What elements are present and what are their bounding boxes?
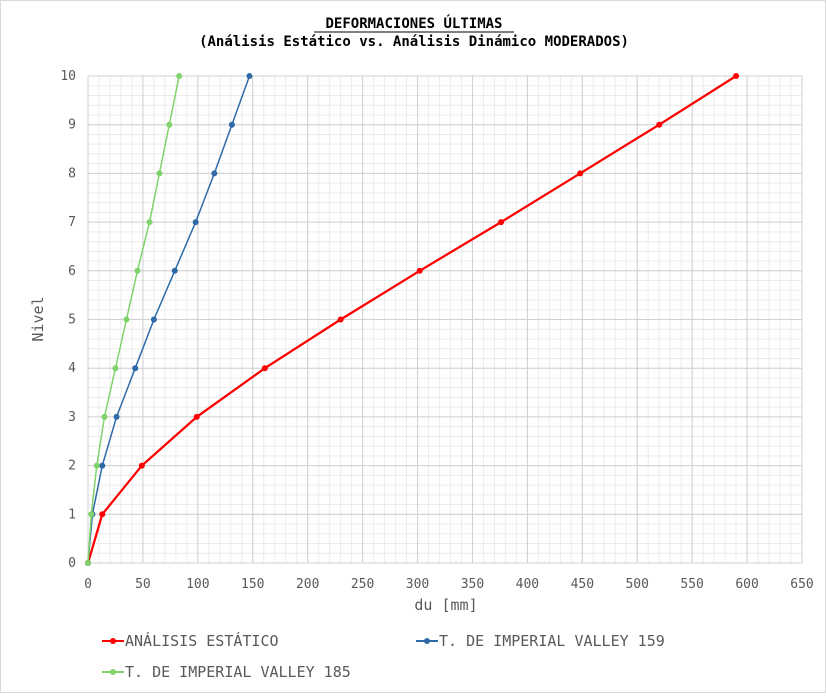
data-point (113, 413, 120, 420)
x-tick-label: 600 (735, 577, 758, 592)
data-point (88, 511, 95, 518)
legend-item-1: ANÁLISIS ESTÁTICO (102, 631, 279, 650)
data-point (171, 267, 178, 274)
x-tick-label: 550 (680, 577, 703, 592)
y-tick-label: 1 (68, 507, 76, 522)
chart-title: DEFORMACIONES ÚLTIMAS (325, 14, 502, 32)
data-point (138, 462, 145, 469)
y-tick-label: 10 (60, 69, 76, 84)
data-point (132, 365, 139, 372)
x-axis-label: du [mm] (414, 596, 477, 614)
legend-item-3: T. DE IMPERIAL VALLEY 185 (102, 663, 351, 681)
x-tick-label: 650 (790, 577, 813, 592)
series-2 (85, 73, 253, 566)
y-tick-label: 9 (68, 118, 76, 133)
x-tick-labels: 0 50 100 150 200 250 300 350 400 450 500 550 600 650 (84, 577, 814, 592)
x-tick-label: 0 (84, 577, 92, 592)
legend-item-2: T. DE IMPERIAL VALLEY 159 (416, 632, 665, 650)
x-tick-label: 250 (351, 577, 374, 592)
data-point (246, 73, 253, 79)
x-tick-label: 150 (241, 577, 264, 592)
data-point (156, 170, 163, 177)
x-tick-label: 50 (135, 577, 151, 592)
data-point (192, 219, 199, 226)
y-tick-label: 8 (68, 166, 76, 181)
data-point (150, 316, 157, 323)
x-tick-label: 300 (406, 577, 429, 592)
y-tick-label: 7 (68, 215, 76, 230)
data-point (93, 462, 100, 469)
y-tick-labels: 0 1 2 3 4 5 6 7 8 9 10 (60, 69, 76, 571)
data-point (656, 121, 663, 128)
series-3 (85, 73, 183, 566)
y-tick-label: 5 (68, 313, 76, 328)
x-tick-label: 350 (461, 577, 484, 592)
data-point (193, 413, 200, 420)
data-point (166, 121, 173, 128)
data-point (211, 170, 218, 177)
data-point (261, 365, 268, 372)
chart-subtitle: (Análisis Estático vs. Análisis Dinámico… (199, 34, 629, 50)
legend-label: T. DE IMPERIAL VALLEY 185 (125, 663, 351, 681)
x-tick-label: 500 (625, 577, 648, 592)
y-tick-label: 4 (68, 361, 76, 376)
grid-major (87, 75, 803, 564)
data-point (416, 267, 423, 274)
legend-label: T. DE IMPERIAL VALLEY 159 (439, 632, 665, 650)
series-1 (85, 73, 740, 566)
data-point (176, 73, 183, 79)
data-point (101, 413, 108, 420)
y-axis-label: Nivel (29, 296, 47, 341)
x-tick-label: 200 (296, 577, 319, 592)
data-point (146, 219, 153, 226)
data-point (123, 316, 130, 323)
data-point (577, 170, 584, 177)
data-point (733, 73, 740, 79)
y-tick-label: 0 (68, 556, 76, 571)
legend-swatch-marker (424, 638, 430, 644)
data-point (99, 462, 106, 469)
legend: ANÁLISIS ESTÁTICO T. DE IMPERIAL VALLEY 1… (102, 631, 665, 681)
legend-swatch-marker (110, 669, 116, 675)
data-point (112, 365, 119, 372)
data-point (228, 121, 235, 128)
data-point (85, 560, 91, 566)
data-point (99, 511, 106, 518)
y-tick-label: 3 (68, 410, 76, 425)
data-point (134, 267, 141, 274)
legend-swatch-marker (110, 638, 116, 644)
x-tick-label: 450 (571, 577, 594, 592)
data-point (498, 219, 505, 226)
y-tick-label: 6 (68, 264, 76, 279)
x-tick-label: 400 (516, 577, 539, 592)
x-tick-label: 100 (186, 577, 209, 592)
y-tick-label: 2 (68, 459, 76, 474)
series-group (85, 73, 740, 566)
data-point (337, 316, 344, 323)
legend-label: ANÁLISIS ESTÁTICO (125, 631, 279, 650)
